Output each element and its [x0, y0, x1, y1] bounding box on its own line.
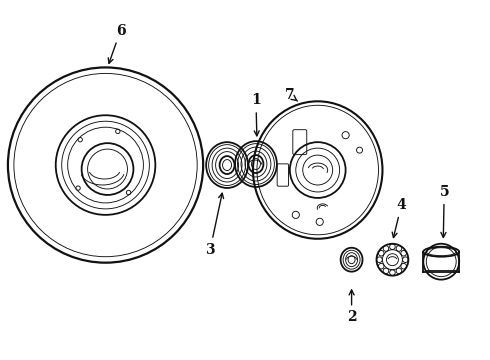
Text: 2: 2	[347, 290, 356, 324]
Text: 4: 4	[392, 198, 406, 238]
Text: 5: 5	[440, 185, 449, 238]
Text: 7: 7	[285, 88, 297, 102]
Text: 1: 1	[251, 93, 261, 136]
Text: 6: 6	[108, 23, 125, 63]
Text: 3: 3	[205, 193, 223, 257]
